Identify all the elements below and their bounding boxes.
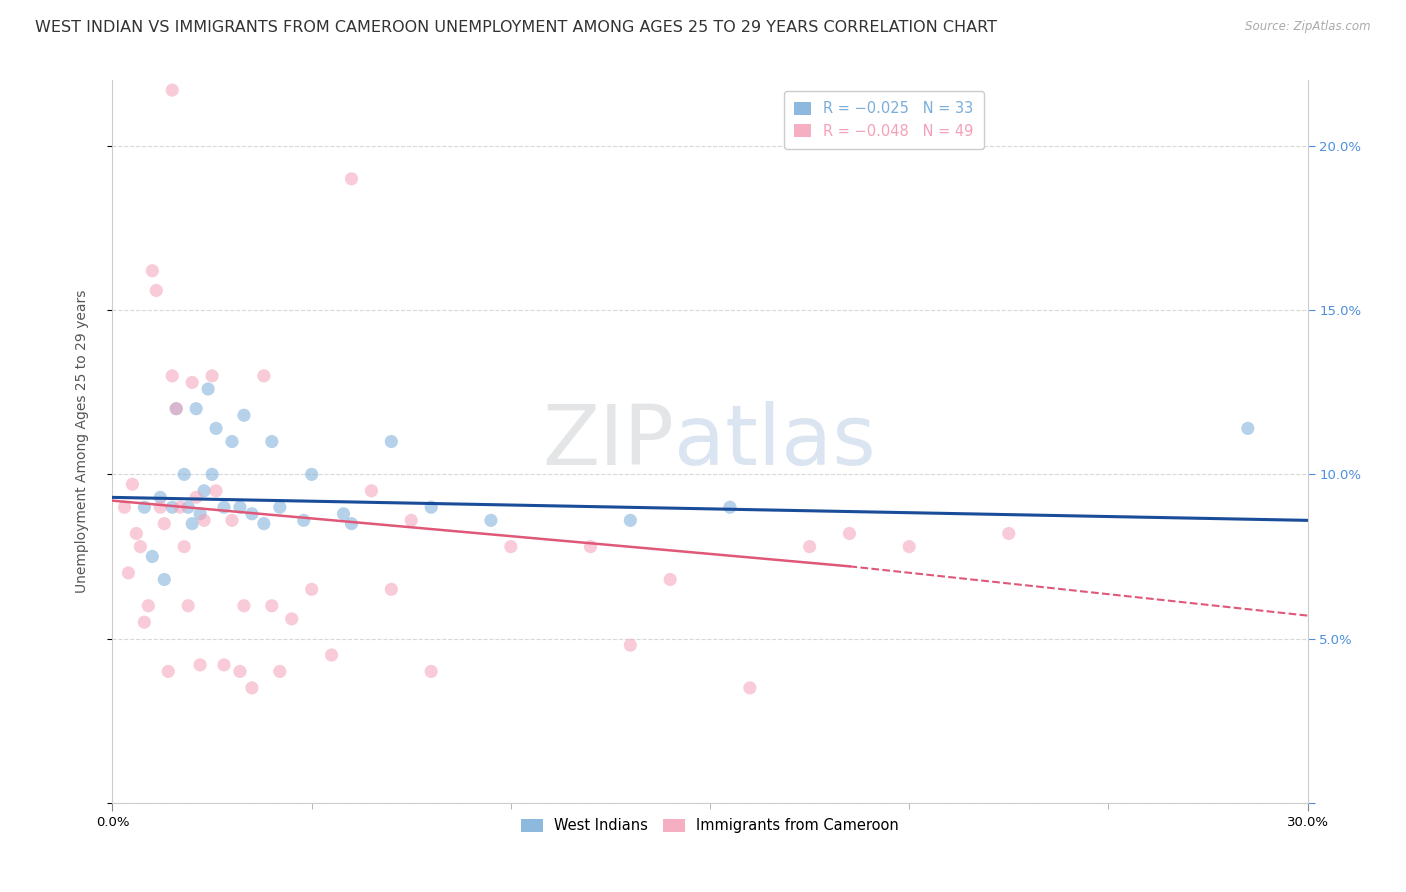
Point — [201, 467, 224, 482]
Point — [380, 582, 402, 597]
Point — [149, 491, 172, 505]
Point — [499, 540, 522, 554]
Point — [162, 500, 183, 515]
Point — [197, 382, 219, 396]
Point — [233, 409, 256, 423]
Point — [1237, 421, 1260, 435]
Point — [229, 665, 252, 679]
Point — [260, 599, 283, 613]
Point — [134, 500, 156, 515]
Point — [229, 500, 252, 515]
Point — [157, 665, 180, 679]
Point — [177, 500, 200, 515]
Point — [579, 540, 602, 554]
Point — [188, 657, 211, 672]
Text: ZIP: ZIP — [543, 401, 675, 482]
Point — [188, 507, 211, 521]
Point — [165, 401, 187, 416]
Point — [240, 681, 263, 695]
Point — [292, 513, 315, 527]
Point — [898, 540, 921, 554]
Point — [193, 483, 215, 498]
Point — [221, 513, 243, 527]
Point — [186, 491, 208, 505]
Point — [193, 513, 215, 527]
Point — [141, 549, 163, 564]
Point — [162, 368, 183, 383]
Point — [181, 376, 204, 390]
Point — [619, 513, 641, 527]
Text: Source: ZipAtlas.com: Source: ZipAtlas.com — [1246, 20, 1371, 33]
Point — [301, 467, 323, 482]
Point — [212, 657, 235, 672]
Point — [799, 540, 821, 554]
Point — [141, 264, 163, 278]
Point — [240, 507, 263, 521]
Point — [162, 83, 183, 97]
Text: WEST INDIAN VS IMMIGRANTS FROM CAMEROON UNEMPLOYMENT AMONG AGES 25 TO 29 YEARS C: WEST INDIAN VS IMMIGRANTS FROM CAMEROON … — [35, 20, 997, 35]
Point — [659, 573, 682, 587]
Point — [165, 401, 187, 416]
Legend: West Indians, Immigrants from Cameroon: West Indians, Immigrants from Cameroon — [515, 813, 905, 838]
Point — [186, 401, 208, 416]
Point — [253, 368, 276, 383]
Point — [269, 500, 291, 515]
Text: atlas: atlas — [675, 401, 876, 482]
Point — [153, 516, 176, 531]
Point — [401, 513, 423, 527]
Point — [253, 516, 276, 531]
Point — [181, 516, 204, 531]
Point — [134, 615, 156, 630]
Point — [738, 681, 761, 695]
Point — [205, 421, 228, 435]
Point — [479, 513, 502, 527]
Point — [619, 638, 641, 652]
Point — [321, 648, 343, 662]
Point — [332, 507, 354, 521]
Point — [420, 500, 443, 515]
Point — [420, 665, 443, 679]
Point — [153, 573, 176, 587]
Point — [212, 500, 235, 515]
Point — [269, 665, 291, 679]
Point — [340, 516, 363, 531]
Point — [301, 582, 323, 597]
Point — [177, 599, 200, 613]
Point — [233, 599, 256, 613]
Point — [281, 612, 304, 626]
Point — [145, 284, 167, 298]
Point — [201, 368, 224, 383]
Point — [149, 500, 172, 515]
Point — [173, 540, 195, 554]
Point — [114, 500, 135, 515]
Point — [340, 171, 363, 186]
Point — [221, 434, 243, 449]
Point — [838, 526, 860, 541]
Point — [138, 599, 160, 613]
Point — [129, 540, 152, 554]
Point — [121, 477, 143, 491]
Point — [360, 483, 382, 498]
Point — [260, 434, 283, 449]
Point — [169, 500, 191, 515]
Point — [205, 483, 228, 498]
Point — [125, 526, 148, 541]
Y-axis label: Unemployment Among Ages 25 to 29 years: Unemployment Among Ages 25 to 29 years — [75, 290, 89, 593]
Point — [117, 566, 139, 580]
Point — [998, 526, 1021, 541]
Point — [173, 467, 195, 482]
Point — [380, 434, 402, 449]
Point — [718, 500, 741, 515]
